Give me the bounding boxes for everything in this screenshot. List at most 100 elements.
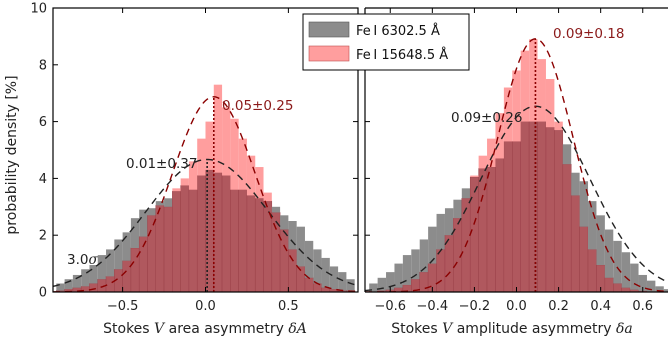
right-x-tick-label: −0.2: [459, 299, 491, 314]
left-red-bar: [255, 167, 264, 199]
legend-swatch-red: [308, 45, 350, 62]
left-overlap-bar: [188, 189, 198, 292]
right-red-bar: [520, 50, 530, 122]
left-gray-bar: [114, 239, 123, 270]
right-x-tick-label: 0.6: [632, 299, 653, 314]
y-tick-label: 2: [39, 229, 47, 244]
left-gray-bar: [72, 274, 82, 288]
left-gray-bar: [64, 279, 73, 290]
right-gray-annotation: 0.09±0.26: [451, 110, 522, 126]
right-overlap-bar: [554, 129, 564, 292]
right-gray-bar: [394, 263, 403, 288]
left-overlap-bar: [230, 189, 239, 292]
right-red-bar: [512, 70, 521, 142]
left-gray-bar: [139, 209, 148, 237]
right-gray-bar: [596, 215, 605, 266]
left-gray-bar: [155, 201, 165, 206]
left-red-bar: [205, 121, 214, 170]
right-gray-bar: [461, 188, 471, 199]
left-red-fit-curve: [53, 96, 358, 292]
right-x-tick-label: −0.4: [417, 299, 449, 314]
right-overlap-bar: [469, 176, 479, 292]
right-gray-bar: [588, 201, 597, 250]
right-gray-bar: [386, 272, 395, 290]
right-gray-bar: [621, 252, 631, 288]
right-x-tick-label: 0.0: [506, 299, 527, 314]
left-overlap-bar: [238, 189, 248, 292]
legend-swatch-gray: [308, 21, 350, 38]
left-gray-bar: [346, 279, 355, 291]
right-overlap-bar: [570, 195, 580, 292]
left-overlap-bar: [105, 276, 115, 292]
left-overlap-bar: [155, 205, 165, 292]
right-gray-bar: [444, 208, 454, 236]
right-overlap-bar: [528, 121, 538, 292]
right-gray-histogram: [368, 121, 668, 292]
right-red-histogram: [470, 39, 563, 177]
left-fit-curves: [53, 96, 358, 292]
left-gray-bar: [280, 215, 289, 230]
right-axis-ticks: −0.6 −0.4 −0.2 0.0 0.2 0.4 0.6: [374, 8, 653, 314]
left-red-histogram: [172, 84, 272, 202]
right-gray-bar: [402, 255, 412, 285]
right-overlap-bar: [512, 141, 521, 292]
left-gray-bar: [271, 206, 281, 213]
right-gray-bar: [562, 144, 572, 165]
left-gray-bar: [288, 221, 297, 250]
right-overlap-bar: [579, 226, 589, 292]
left-overlap-bar: [254, 198, 264, 292]
right-overlap-bar: [537, 121, 547, 292]
left-overlap-bar: [180, 185, 190, 292]
left-gray-bar: [106, 249, 115, 277]
right-overlap-bar: [503, 141, 513, 292]
right-red-bar: [470, 175, 479, 177]
left-gray-bar: [329, 266, 339, 290]
right-gray-bar: [630, 263, 639, 290]
left-overlap-bar: [304, 277, 314, 292]
left-x-axis-label: Stokes V area asymmetry δA: [103, 321, 307, 337]
y-tick-label: 6: [39, 115, 47, 130]
left-red-bar: [197, 138, 206, 176]
y-tick-label: 10: [30, 2, 47, 17]
left-red-bar: [246, 155, 256, 196]
left-gray-bar: [97, 255, 107, 280]
left-red-bar: [213, 84, 223, 173]
left-gray-histogram: [56, 169, 355, 292]
right-red-bar: [529, 39, 538, 122]
left-gray-bar: [321, 257, 330, 288]
right-gray-bar: [436, 213, 445, 250]
right-gray-bar: [419, 239, 429, 273]
left-red-bar: [238, 138, 247, 190]
left-red-bar: [180, 178, 189, 186]
right-red-annotation: 0.09±0.18: [553, 26, 624, 42]
left-x-tick-label: 0.5: [278, 299, 299, 314]
left-x-tick-label: 0.0: [195, 299, 216, 314]
right-gray-bar: [571, 172, 580, 196]
right-red-bar: [495, 113, 504, 159]
right-x-tick-label: 0.2: [548, 299, 569, 314]
right-red-fit-curve: [365, 38, 668, 292]
legend: Fe I 6302.5 Å Fe I 15648.5 Å: [302, 13, 470, 71]
left-overlap-bar: [163, 206, 173, 292]
left-gray-bar: [130, 218, 140, 248]
y-tick-label: 8: [39, 58, 47, 73]
right-overlap-bar: [520, 121, 530, 292]
left-gray-bar: [122, 232, 131, 261]
right-overlap-bar: [545, 127, 555, 292]
panel-right: −0.6 −0.4 −0.2 0.0 0.2 0.4 0.6 0.09±0.18 0.09±…: [364, 7, 668, 337]
right-red-bar: [537, 59, 546, 122]
left-gray-bar: [89, 265, 98, 284]
left-overlap-bar: [221, 175, 231, 292]
right-gray-bar: [604, 229, 614, 278]
right-overlap-bar: [495, 158, 505, 292]
right-red-bar: [478, 155, 488, 169]
left-overlap-bar: [213, 172, 223, 292]
left-overlap-bar: [312, 283, 322, 292]
left-red-bar: [263, 192, 272, 202]
right-gray-bar: [377, 277, 387, 291]
right-fit-curves: [365, 38, 668, 292]
left-gray-bar: [81, 269, 90, 287]
left-gray-bar: [164, 198, 173, 207]
left-red-bar: [188, 161, 198, 190]
